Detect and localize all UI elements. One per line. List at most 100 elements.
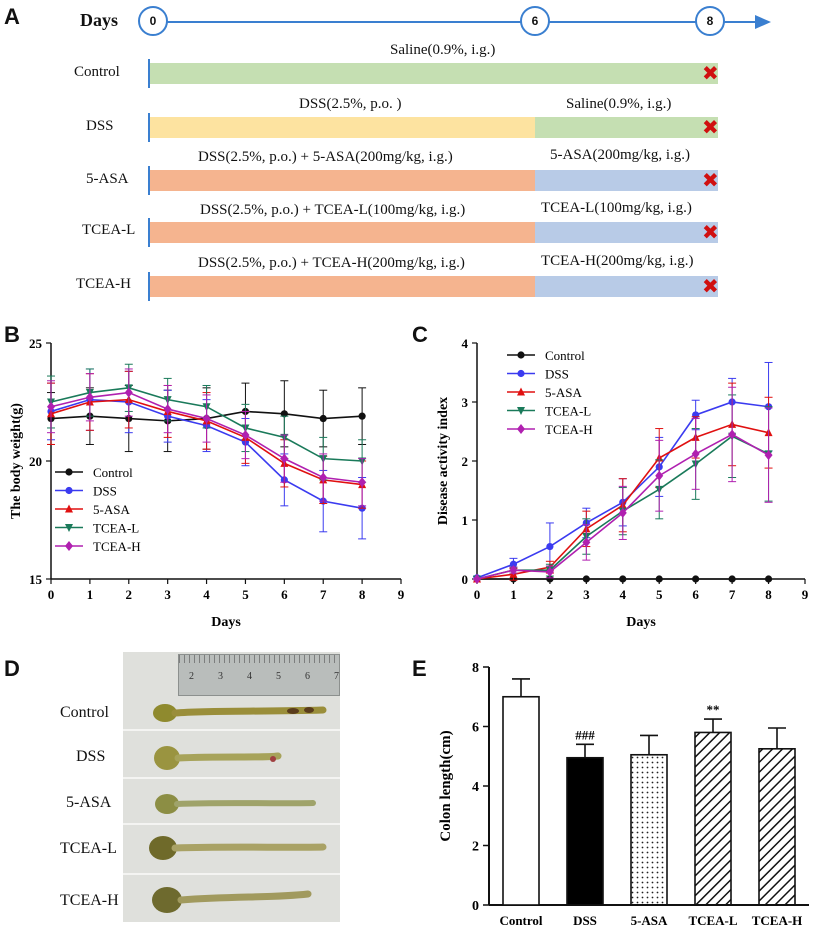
data-point [692,575,700,583]
y-tick-label: 0 [472,899,479,914]
colon-control [153,704,327,722]
legend-label: TCEA-L [545,404,591,419]
y-tick-label: 1 [462,513,469,528]
data-point [280,410,288,418]
colon-tcea-h [152,887,312,913]
significance-mark: ** [707,702,720,717]
tceah-seg2-text: TCEA-H(200mg/kg, i.g.) [541,253,694,269]
x-tick-label: 5 [242,587,249,602]
days-label: Days [80,10,119,30]
colon-5asa [155,794,316,814]
saline-bar [535,117,718,138]
day-node-8: 8 [695,6,725,36]
series-tcea-h [473,386,773,584]
tceal-seg2-text: TCEA-L(100mg/kg, i.g.) [541,200,692,216]
control-treatment-text: Saline(0.9%, i.g.) [390,42,496,58]
endpoint-x-icon: ✖ [702,274,719,298]
y-tick-label: 0 [462,572,469,587]
legend-label: TCEA-H [545,422,593,437]
day-node-6: 6 [520,6,550,36]
x-tick-label: 6 [692,587,699,602]
timeline-arrowhead [755,15,771,29]
dai-chart: 0 1 2 3 4 5 6 7 8 9 0 1 2 3 4 Days Disease activity inde… [436,336,809,630]
start-line [148,218,150,247]
legend-label: 5-ASA [545,385,582,400]
legend: Control DSS 5-ASA TCEA-L TCEA-H [507,348,593,437]
y-axis-title: Disease activity index [436,397,451,525]
y-tick-label: 2 [472,840,479,855]
data-point [691,448,700,459]
y-tick-label: 4 [472,780,479,795]
data-point [202,413,211,424]
bar-tcea-l [694,731,732,906]
data-point [582,537,591,548]
row-label-5asa: 5-ASA [86,171,129,187]
row-label-control: Control [74,64,120,80]
colon-length-chart: 0 2 4 6 8 Colon length(cm) Control DSS ### 5-ASA T… [438,661,809,927]
x-tick-label: Control [499,913,542,927]
y-tick-label: 25 [29,336,43,351]
data-point [509,565,518,576]
legend-marker [65,504,73,513]
day-node-0: 0 [138,6,168,36]
data-point [124,387,133,398]
panel-e-label: E [412,656,427,681]
data-point [546,575,554,583]
data-point [728,429,737,440]
dss-drug-bar [150,222,535,243]
y-tick-label: 4 [462,336,469,351]
significance-mark: ### [575,727,595,742]
x-tick-label: DSS [573,913,597,927]
start-line [148,59,150,88]
data-point [764,450,773,461]
panel-d-label: D [4,656,20,681]
legend-label: DSS [93,484,117,499]
dss-seg2-text: Saline(0.9%, i.g.) [566,96,672,112]
bar-5-asa [630,753,668,906]
data-point [619,575,627,583]
series-tcea-h [47,368,367,507]
legend-label: Control [545,348,585,363]
control-saline-bar [150,63,718,84]
legend-marker [517,424,525,434]
y-tick-label: 8 [472,661,479,676]
data-point [163,404,172,415]
legend-marker [517,351,525,359]
dss-drug-bar [150,170,535,191]
5asa-seg2-text: 5-ASA(200mg/kg, i.g.) [550,147,690,163]
data-point [85,392,94,403]
data-point [655,470,664,481]
drug-bar [535,276,718,297]
start-line [148,113,150,142]
series-control [473,575,773,583]
endpoint-x-icon: ✖ [702,61,719,85]
data-point [358,477,367,488]
photo-label-tcea-l: TCEA-L [60,840,117,857]
x-tick-label: 1 [87,587,94,602]
colon-specimens [123,704,340,913]
x-tick-label: 2 [547,587,554,602]
legend-marker [65,486,73,495]
data-point [280,453,289,464]
x-tick-label: 1 [510,587,517,602]
dss-bar [150,117,535,138]
x-tick-label: TCEA-L [688,913,737,927]
x-tick-label: 3 [583,587,590,602]
x-tick-label: 4 [203,587,210,602]
tceah-seg1-text: DSS(2.5%, p.o.) + TCEA-H(200mg/kg, i.g.) [198,255,465,271]
y-tick-label: 15 [29,572,43,587]
endpoint-x-icon: ✖ [702,168,719,192]
start-line [148,272,150,301]
series-5-asa [473,382,773,583]
photo-label-control: Control [60,704,109,721]
drug-bar [535,170,718,191]
x-tick-label: 2 [126,587,133,602]
x-tick-label: 0 [474,587,481,602]
timeline-axis [153,21,758,23]
legend-label: TCEA-H [93,539,141,554]
data-point [473,574,481,584]
legend-marker [517,387,525,396]
x-tick-label: 6 [281,587,288,602]
data-point [358,412,366,420]
